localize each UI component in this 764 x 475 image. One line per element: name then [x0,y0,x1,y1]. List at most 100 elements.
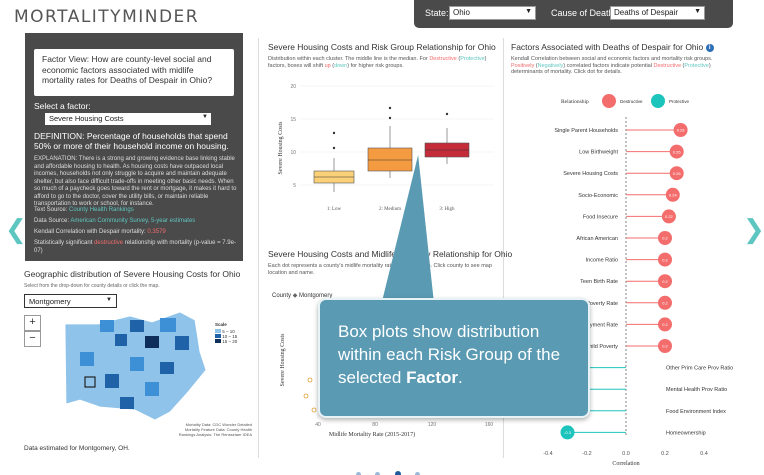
factor-dot[interactable] [560,425,575,440]
factor-dot[interactable] [661,209,676,224]
map-county[interactable] [130,357,144,371]
factor-value-label: 0.2 [662,257,668,262]
factor-label: Child Poverty [585,344,618,350]
chevron-down-icon: ▼ [525,8,532,15]
scatter-xlabel: Midlife Mortality Rate (2015-2017) [329,431,415,438]
geo-subtitle: Select from the drop-down for county det… [24,283,160,289]
factor-label: Other Prim Care Prov Ratio [666,366,733,372]
factor-label: Mental Health Prov Ratio [666,387,727,393]
data-source: Data Source: American Community Survey, … [34,218,196,224]
scatter-ylabel: Severe Housing Costs [280,333,286,387]
legend-item: 15 – 20 [215,339,237,344]
diamond-icon: ◆ [292,293,298,299]
map-county[interactable] [160,318,176,332]
state-label: State: [425,8,449,18]
factor-value-label: 0.22 [665,214,674,219]
county-select[interactable]: Montgomery ▼ [24,294,117,308]
legend-destructive-dot [602,94,616,108]
factor-explanation: EXPLANATION: There is a strong and growi… [34,156,237,207]
factor-value-label: 0.2 [662,344,668,349]
factors-title: Factors Associated with Deaths of Despai… [511,42,714,52]
map-county[interactable] [175,336,189,350]
factor-dot[interactable] [665,187,680,202]
scatter-point [307,377,313,383]
map-county[interactable] [160,362,174,374]
zoom-in-button[interactable]: + [24,315,41,331]
factor-value-label: 0.2 [662,322,668,327]
factor-dot[interactable] [658,274,672,289]
county-estimate-note: Data estimated for Montgomery, OH. [24,445,130,452]
map-county[interactable] [100,320,114,332]
cause-label: Cause of Death: [551,8,617,18]
factor-value-label: -0.3 [564,430,572,435]
factor-label: Food Environment Index [666,409,726,415]
factor-dot[interactable] [658,252,672,267]
factor-dot[interactable] [658,339,672,353]
text-source-link[interactable]: County Health Rankings [69,207,134,213]
legend-protective-dot [651,94,665,108]
factor-select[interactable]: Severe Housing Costs ▼ [45,113,211,125]
map-county[interactable] [80,352,94,366]
top-filter-bar: State: Ohio ▼ Cause of Death: Deaths of … [414,0,733,28]
factor-select-value: Severe Housing Costs [49,114,124,123]
factor-dot[interactable] [673,123,688,137]
page-dot[interactable] [415,472,421,475]
legend-item: 10 – 15 [215,334,237,339]
column-divider [503,38,504,458]
cause-select[interactable]: Deaths of Despair ▼ [610,6,705,20]
factor-dot[interactable] [669,166,684,181]
ohio-county-map[interactable] [60,312,210,422]
scatter-title: Severe Housing Costs and Midlife Mortali… [268,249,513,259]
factor-dot[interactable] [658,231,672,245]
cause-value: Deaths of Despair [614,8,679,17]
boxplot-subtitle: Distribution within each cluster. The mi… [268,56,487,69]
state-select[interactable]: Ohio ▼ [449,6,536,20]
next-page-arrow-icon[interactable]: ❯ [743,215,764,245]
factors-xtick: -0.2 [582,451,591,457]
legend-item: 5 – 10 [215,329,237,334]
factor-value-label: 0.26 [673,171,682,176]
column-divider [258,38,259,458]
outlier-point [388,116,392,120]
scatter-xtick: 40 [315,422,321,428]
factor-label: Severe Housing Costs [563,171,618,177]
factor-dot[interactable] [669,144,684,159]
factor-label: Teen Birth Rate [580,279,618,285]
scatter-legend-item: Montgomery [298,293,333,299]
map-county[interactable] [145,382,159,396]
boxplot-xtick: 2: Medium [379,207,401,212]
boxplot-xtick: 3: High [439,207,455,212]
factor-value-label: 0.2 [662,301,668,306]
map-county[interactable] [145,336,159,348]
geo-title: Geographic distribution of Severe Housin… [24,269,241,279]
map-county[interactable] [115,334,127,346]
scatter-point [311,407,317,413]
boxplot-ytick: 15 [290,117,296,123]
page-dot[interactable] [375,472,381,475]
map-county[interactable] [130,320,144,332]
factors-xlabel: Correlation [612,461,639,467]
outlier-point [388,106,392,110]
factors-xtick: 0.4 [700,451,708,457]
page-dot-active[interactable] [394,471,401,475]
factor-value-label: 0.28 [677,128,686,133]
zoom-out-button[interactable]: − [24,331,41,347]
chevron-down-icon: ▼ [202,114,208,120]
factor-label: Single Parent Households [554,128,618,134]
factor-value-label: 0.26 [673,149,682,154]
map-credit: Mortality Data: CDC Wonder Detailed Mort… [178,422,252,437]
map-county[interactable] [105,374,119,388]
boxplot-ytick: 10 [290,150,296,156]
factors-legend-protective: Protective [669,99,690,104]
factors-chart[interactable]: Relationship Destructive Protective -0.4… [506,85,738,470]
info-icon[interactable]: i [705,44,714,52]
outlier-point [332,146,336,150]
data-source-link[interactable]: American Community Survey, 5-year estima… [70,218,196,224]
factor-dot[interactable] [658,317,672,332]
boxplot-xtick: 1: Low [327,207,342,212]
factor-dot[interactable] [658,295,672,310]
map-legend: Scale 5 – 10 10 – 15 15 – 20 [215,322,237,344]
prev-page-arrow-icon[interactable]: ❮ [5,215,27,245]
map-county[interactable] [120,397,134,409]
page-dot[interactable] [356,472,361,475]
